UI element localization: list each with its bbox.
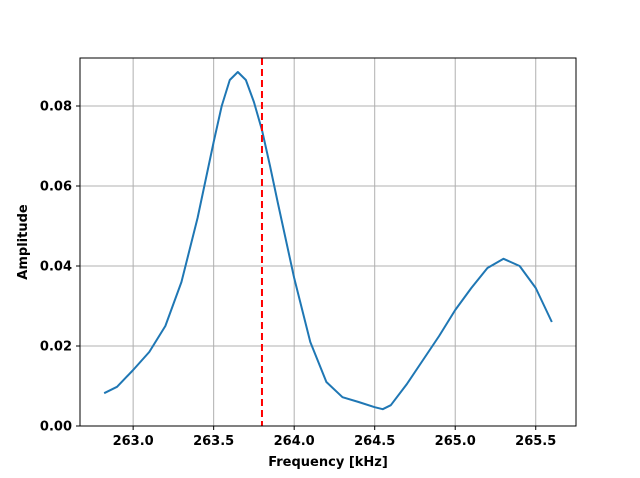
x-tick-label: 264.5 [354,434,395,449]
y-tick-label: 0.04 [40,260,72,275]
x-tick-label: 263.5 [193,434,234,449]
x-tick-label: 263.0 [113,434,154,449]
x-tick-label: 264.0 [274,434,315,449]
y-tick-label: 0.00 [40,420,72,435]
y-axis-label: Amplitude [16,204,31,280]
y-tick-label: 0.08 [40,100,72,115]
tick-layer: 263.0 263.5 264.0 264.5 265.0 265.5 0.00 0.02 0.… [40,100,556,450]
series-line [103,71,553,411]
x-tick-label: 265.0 [435,434,476,449]
y-tick-label: 0.06 [40,180,72,195]
y-tick-label: 0.02 [40,340,72,355]
x-axis-label: Frequency [kHz] [268,455,388,470]
plot-frame [79,57,577,427]
data-layer [103,58,553,426]
x-tick-label: 265.5 [515,434,556,449]
